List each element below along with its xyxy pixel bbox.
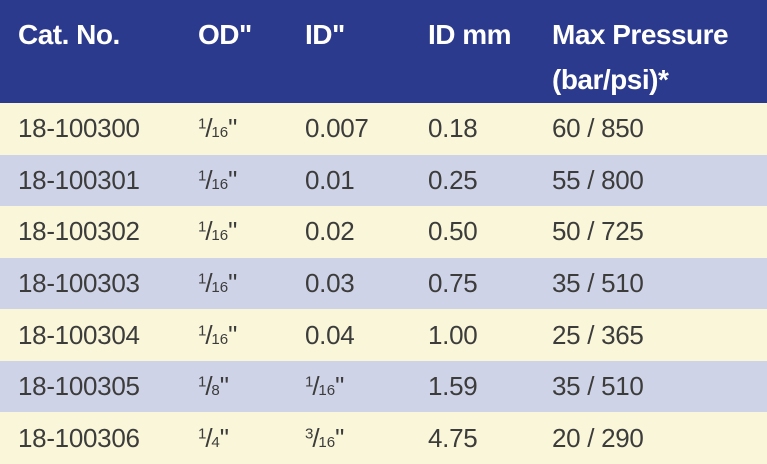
max-pressure-cell: 55 / 800 [552,164,644,195]
cat-no-cell: 18-100306 [18,422,140,453]
id-mm-cell: 0.75 [428,268,478,299]
header-od-inches: OD" [198,19,252,50]
max-pressure-cell: 35 / 510 [552,268,644,299]
od-cell: 1/16" [198,319,238,350]
id-mm-cell: 1.59 [428,371,478,402]
cat-no-cell: 18-100301 [18,164,140,195]
cat-no-cell: 18-100302 [18,216,140,247]
id-cell: 1/16" [305,371,345,402]
table-row: 18-100306 1/4" 3/16" 4.75 20 / 290 [0,412,767,464]
cat-no-cell: 18-100303 [18,268,140,299]
max-pressure-cell: 35 / 510 [552,371,644,402]
header-id-mm: ID mm [428,19,512,50]
od-cell: 1/16" [198,164,238,195]
id-mm-cell: 0.50 [428,216,478,247]
od-cell: 1/8" [198,371,229,402]
header-max-pressure: Max Pressure (bar/psi)* [552,12,767,102]
id-mm-cell: 0.18 [428,113,478,144]
table-row: 18-100303 1/16" 0.03 0.75 35 / 510 [0,257,767,310]
header-cat-no: Cat. No. [18,19,120,50]
id-cell: 0.04 [305,319,355,350]
max-pressure-cell: 20 / 290 [552,422,644,453]
id-cell: 0.007 [305,113,369,144]
table-row: 18-100301 1/16" 0.01 0.25 55 / 800 [0,154,767,207]
table-row: 18-100305 1/8" 1/16" 1.59 35 / 510 [0,360,767,413]
table-body: 18-100300 1/16" 0.007 0.18 60 / 850 18-1… [0,103,767,464]
od-cell: 1/16" [198,113,238,144]
cat-no-cell: 18-100300 [18,113,140,144]
header-id-inches: ID" [305,19,345,50]
table-row: 18-100304 1/16" 0.04 1.00 25 / 365 [0,309,767,361]
header-max-pressure-line1: Max Pressure [552,19,729,50]
od-cell: 1/16" [198,268,238,299]
cat-no-cell: 18-100304 [18,319,140,350]
id-cell: 0.03 [305,268,355,299]
max-pressure-cell: 60 / 850 [552,113,644,144]
table-row: 18-100300 1/16" 0.007 0.18 60 / 850 [0,103,767,155]
od-cell: 1/16" [198,216,238,247]
max-pressure-cell: 25 / 365 [552,319,644,350]
id-mm-cell: 0.25 [428,164,478,195]
od-cell: 1/4" [198,422,229,453]
id-mm-cell: 4.75 [428,422,478,453]
id-cell: 0.01 [305,164,355,195]
header-max-pressure-line2: (bar/psi)* [552,64,669,95]
table-header-row: Cat. No. OD" ID" ID mm Max Pressure (bar… [0,0,767,103]
table-row: 18-100302 1/16" 0.02 0.50 50 / 725 [0,206,767,258]
id-cell: 3/16" [305,422,345,453]
max-pressure-cell: 50 / 725 [552,216,644,247]
id-cell: 0.02 [305,216,355,247]
id-mm-cell: 1.00 [428,319,478,350]
cat-no-cell: 18-100305 [18,371,140,402]
